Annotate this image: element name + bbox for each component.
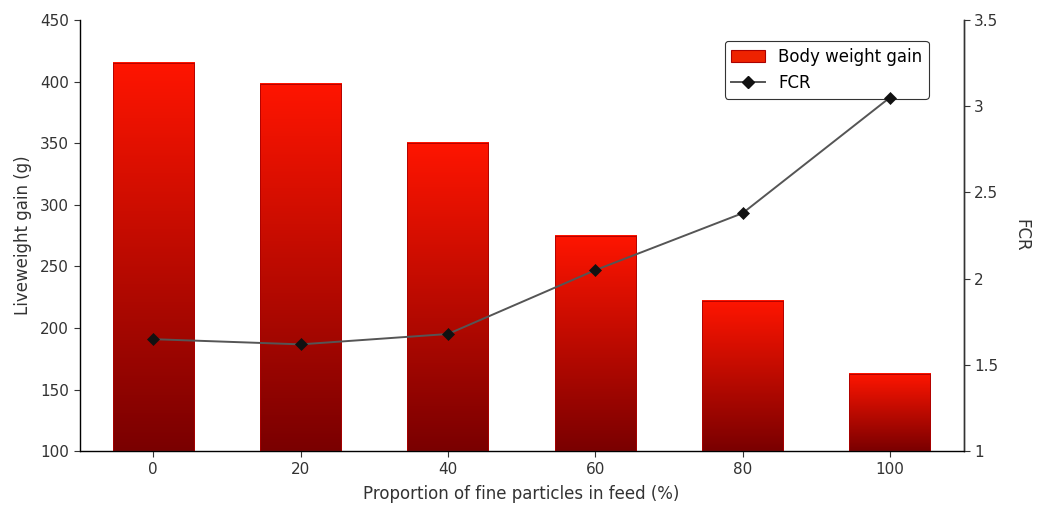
Y-axis label: FCR: FCR: [1012, 219, 1030, 252]
Bar: [702, 301, 783, 451]
Bar: [407, 143, 489, 451]
Y-axis label: Liveweight gain (g): Liveweight gain (g): [14, 156, 32, 315]
X-axis label: Proportion of fine particles in feed (%): Proportion of fine particles in feed (%): [363, 485, 680, 503]
Bar: [850, 374, 930, 451]
Bar: [113, 63, 194, 451]
Bar: [554, 236, 636, 451]
Legend: Body weight gain, FCR: Body weight gain, FCR: [725, 41, 929, 99]
Bar: [260, 84, 341, 451]
